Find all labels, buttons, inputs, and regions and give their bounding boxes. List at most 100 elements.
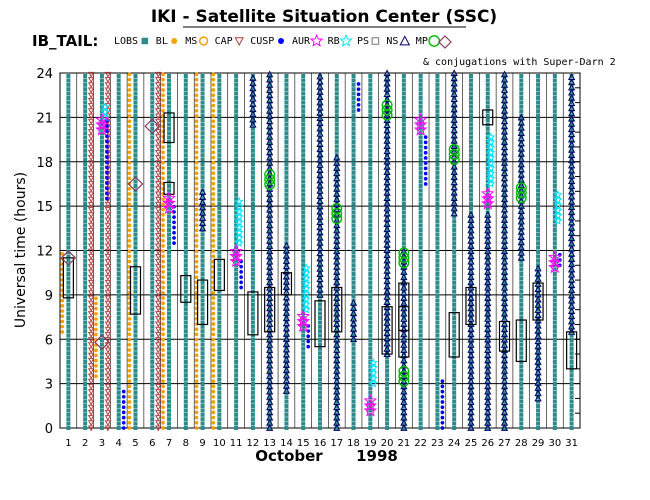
point-lobs — [552, 109, 557, 114]
point-lobs — [83, 140, 88, 144]
point-lobs — [502, 395, 507, 400]
point-lobs — [468, 377, 473, 382]
point-ns — [383, 334, 391, 342]
point-bl — [211, 337, 216, 342]
point-lobs — [133, 377, 138, 382]
point-lobs — [452, 355, 457, 360]
point-lobs — [250, 166, 255, 171]
point-lobs — [66, 157, 71, 162]
point-lobs — [435, 109, 440, 114]
point-ns — [400, 335, 408, 343]
point-lobs — [502, 307, 507, 312]
conjugation-diamond — [127, 176, 144, 192]
point-lobs — [401, 307, 406, 312]
point-lobs — [485, 179, 490, 184]
point-cap — [155, 87, 162, 94]
point-lobs — [250, 219, 255, 224]
point-ns — [400, 356, 408, 364]
point-lobs — [552, 324, 557, 329]
point-cap — [155, 227, 162, 234]
point-lobs — [368, 254, 373, 259]
point-lobs — [250, 333, 255, 338]
point-rb — [234, 212, 244, 222]
point-lobs — [234, 267, 239, 272]
point-lobs — [368, 263, 373, 268]
point-bl — [127, 249, 132, 254]
point-cusp — [172, 220, 176, 225]
point-lobs — [301, 421, 306, 426]
point-lobs — [385, 179, 390, 184]
point-lobs — [83, 355, 88, 360]
point-lobs — [418, 272, 423, 276]
point-ns — [500, 262, 509, 270]
point-lobs — [234, 382, 239, 386]
point-lobs — [435, 175, 440, 180]
point-lobs — [301, 289, 306, 294]
point-lobs — [385, 82, 390, 87]
point-lobs — [167, 170, 172, 175]
point-ns — [198, 224, 207, 232]
point-lobs — [116, 272, 121, 276]
point-lobs — [301, 390, 306, 395]
point-lobs — [234, 399, 239, 404]
point-cap — [104, 264, 112, 271]
point-lobs — [569, 188, 574, 193]
point-lobs — [183, 298, 188, 303]
point-lobs — [351, 197, 356, 202]
point-lobs — [468, 82, 473, 87]
point-lobs — [435, 307, 440, 312]
x-tick-label: 8 — [183, 438, 189, 449]
point-lobs — [552, 175, 557, 180]
point-lobs — [552, 228, 557, 232]
point-cap — [155, 155, 162, 162]
point-lobs — [217, 232, 222, 237]
point-lobs — [116, 175, 121, 180]
point-cap — [87, 394, 95, 401]
point-ns — [333, 257, 341, 265]
point-lobs — [234, 316, 239, 320]
point-ns — [567, 171, 576, 179]
point-lobs — [418, 210, 423, 215]
point-lobs — [301, 377, 306, 382]
point-rb — [486, 147, 496, 157]
point-lobs — [267, 404, 272, 408]
point-lobs — [250, 157, 255, 162]
point-ns — [249, 89, 257, 97]
point-lobs — [435, 316, 440, 320]
point-lobs — [401, 236, 406, 241]
point-ns — [534, 306, 542, 313]
point-lobs — [116, 307, 121, 312]
point-lobs — [351, 395, 356, 400]
point-bl — [194, 363, 199, 368]
point-lobs — [183, 179, 188, 184]
point-cap — [87, 165, 95, 172]
point-lobs — [435, 100, 440, 105]
point-lobs — [234, 162, 239, 166]
point-lobs — [284, 100, 289, 105]
point-lobs — [66, 78, 71, 83]
point-rb — [486, 178, 496, 188]
point-lobs — [401, 96, 406, 100]
point-lobs — [133, 342, 138, 347]
point-bl — [211, 415, 216, 420]
point-ns — [282, 314, 291, 322]
point-lobs — [519, 280, 524, 285]
point-ns — [467, 216, 475, 223]
point-bl — [127, 88, 132, 92]
point-cap — [87, 170, 95, 177]
point-lobs — [502, 197, 507, 202]
point-lobs — [167, 329, 172, 334]
point-lobs — [318, 223, 322, 228]
point-ns — [500, 351, 509, 359]
point-lobs — [536, 166, 541, 171]
point-ns — [467, 392, 475, 400]
point-lobs — [351, 166, 356, 171]
point-lobs — [116, 118, 121, 122]
point-ns — [266, 117, 274, 125]
point-lobs — [284, 390, 289, 395]
point-lobs — [418, 333, 423, 338]
point-lobs — [368, 386, 373, 391]
point-lobs — [401, 175, 406, 180]
point-ns — [450, 121, 458, 129]
